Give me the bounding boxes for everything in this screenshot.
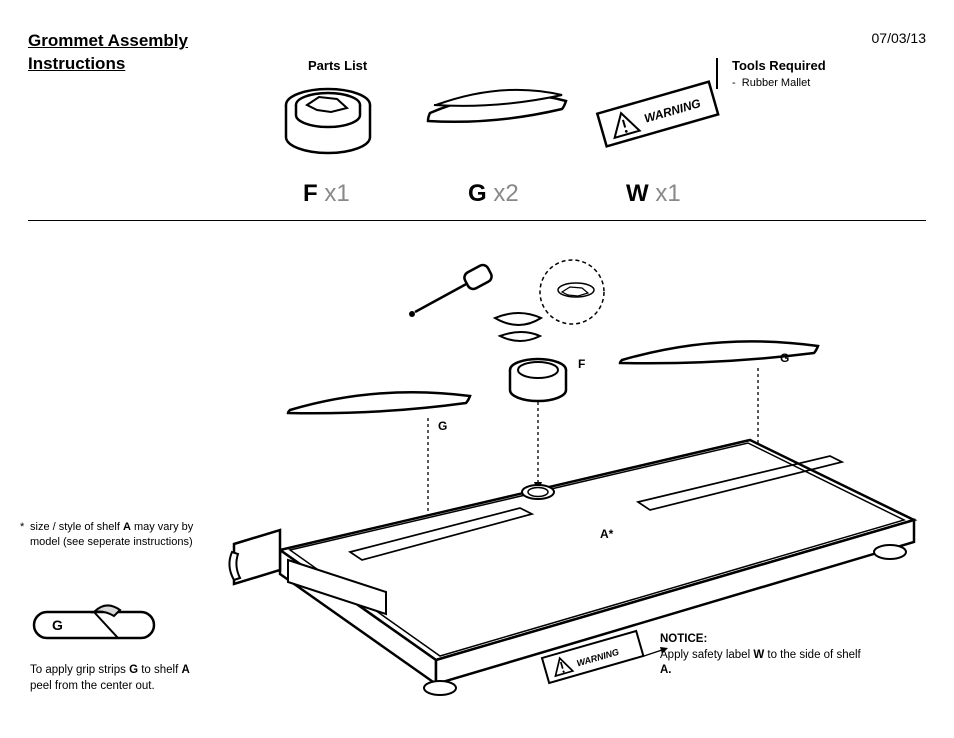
part-w-label: W x1 [626, 180, 681, 208]
assembly-diagram: F G G A* [190, 240, 930, 680]
grip-g-left [288, 392, 470, 413]
notice-block: NOTICE: Apply safety label W to the side… [660, 632, 870, 679]
svg-text:F: F [578, 357, 585, 371]
tools-title: Tools Required [732, 58, 906, 73]
notice-title: NOTICE: [660, 632, 870, 648]
svg-text:A*: A* [600, 527, 614, 541]
grommet-f-diagram [510, 359, 566, 401]
page-date: 07/03/13 [872, 30, 927, 46]
title-line1: Grommet Assembly [28, 31, 188, 50]
part-f-icon [268, 75, 388, 175]
svg-text:G: G [52, 617, 63, 633]
svg-text:G: G [780, 351, 789, 365]
title-line2: Instructions [28, 54, 125, 73]
footnote: * size / style of shelf A may vary by mo… [20, 520, 220, 550]
grip-peel-caption: To apply grip strips G to shelf A peel f… [30, 663, 210, 694]
grip-peel-demo: G To apply grip strips G to shelf A peel… [30, 600, 210, 694]
tools-required-block: Tools Required - Rubber Mallet [716, 58, 906, 89]
divider-line [28, 220, 926, 221]
parts-list-header: Parts List [308, 58, 367, 73]
part-f-label: F x1 [303, 180, 350, 208]
svg-text:G: G [438, 419, 447, 433]
notice-text: Apply safety label W to the side of shel… [660, 648, 870, 679]
part-g-icon [418, 75, 578, 150]
part-w-icon: WARNING [588, 75, 728, 160]
mallet-icon [409, 263, 494, 317]
page-title: Grommet Assembly Instructions [28, 30, 188, 76]
parts-labels-row: F x1 G x2 W x1 [28, 180, 708, 216]
tools-item: - Rubber Mallet [732, 77, 906, 89]
part-g-label: G x2 [468, 180, 519, 208]
parts-icons-row: WARNING [28, 75, 708, 180]
